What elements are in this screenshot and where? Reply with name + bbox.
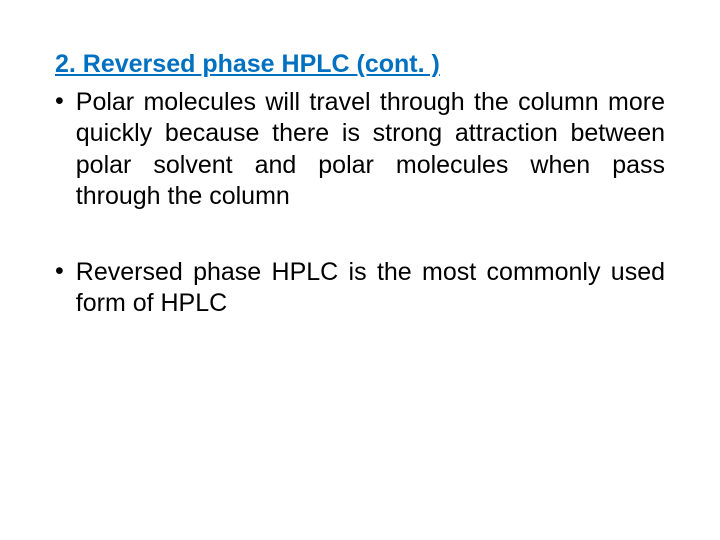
bullet-item: • Reversed phase HPLC is the most common… — [55, 257, 665, 320]
bullet-item: • Polar molecules will travel through th… — [55, 87, 665, 212]
bullet-marker: • — [55, 87, 64, 212]
bullet-text: Polar molecules will travel through the … — [76, 87, 665, 212]
slide-heading: 2. Reversed phase HPLC (cont. ) — [55, 50, 665, 79]
bullet-text: Reversed phase HPLC is the most commonly… — [76, 257, 665, 320]
bullet-marker: • — [55, 257, 64, 320]
